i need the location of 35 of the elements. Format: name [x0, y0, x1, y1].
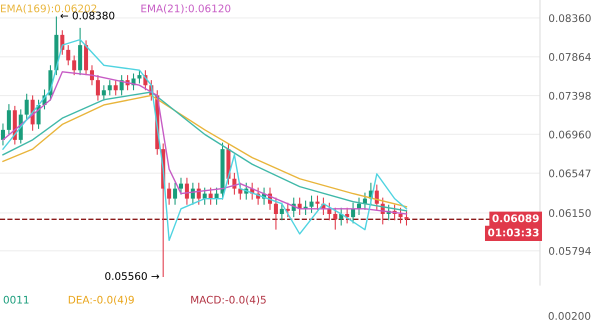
line-series [2, 71, 408, 215]
candlestick [184, 178, 189, 205]
text: EMA(21):0.06120 [141, 4, 230, 14]
candlestick [6, 104, 11, 134]
candlestick [108, 80, 112, 96]
y-tick-label: 0.07864 [549, 53, 591, 61]
candlestick [310, 196, 314, 213]
text: 0011 [4, 296, 29, 304]
y-tick-label: 0.05794 [549, 247, 591, 255]
candlestick [72, 56, 76, 76]
candlestick [78, 28, 82, 76]
text: EMA(169):0.06202 [1, 4, 96, 14]
text: MACD:-0.0(4)5 [191, 296, 266, 305]
candlestick [24, 94, 29, 120]
y-tick-label: 0.08360 [549, 14, 591, 22]
y-tick-label: 0.06150 [549, 209, 591, 218]
candlestick [173, 182, 178, 205]
text: DEA:-0.0(4)9 [68, 296, 134, 305]
y-tick-label: 0.06547 [549, 169, 591, 178]
candlestick [274, 198, 278, 230]
candlestick [114, 80, 118, 96]
candlestick [102, 85, 106, 101]
annotation: 01:03:33 [488, 228, 539, 236]
candlestick [96, 75, 100, 101]
ref-line-label: 0.06089 [492, 214, 539, 222]
text: 0.00200 [548, 312, 590, 320]
line-series [2, 38, 408, 242]
annotation: ← 0.08380 [60, 12, 114, 20]
candlestick [167, 182, 172, 205]
candlestick [137, 70, 142, 84]
candlestick [66, 45, 70, 66]
y-tick-label: 0.06960 [549, 130, 591, 138]
candlestick [84, 40, 88, 76]
annotation: 0.05560 → [105, 272, 160, 280]
y-tick-label: 0.07398 [549, 92, 591, 100]
